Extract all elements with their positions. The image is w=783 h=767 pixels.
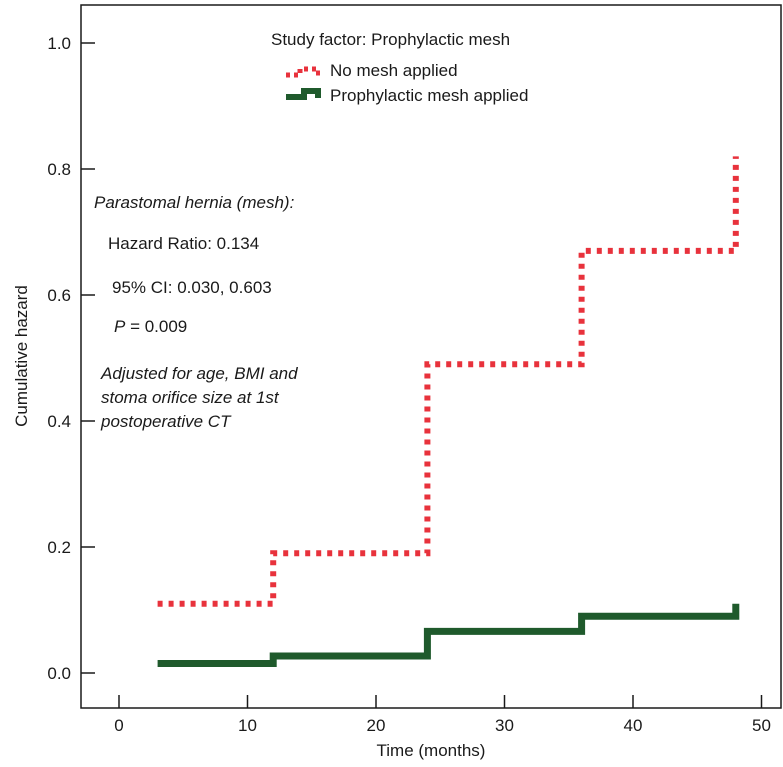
x-tick-label: 0 [114, 716, 123, 735]
annotation-ci: 95% CI: 0.030, 0.603 [112, 278, 272, 297]
annotation-p-symbol: P [114, 317, 126, 336]
legend-swatch-mesh-line [286, 88, 321, 100]
annotation-p-number: = 0.009 [125, 317, 187, 336]
legend-label-mesh: Prophylactic mesh applied [330, 86, 528, 105]
series-layer [157, 156, 740, 667]
y-axis: 0.0 0.2 0.4 0.6 0.8 1.0 [47, 34, 95, 683]
legend-title: Study factor: Prophylactic mesh [271, 30, 510, 49]
y-tick-label: 0.2 [47, 538, 71, 557]
x-tick-label: 30 [495, 716, 514, 735]
legend: Study factor: Prophylactic mesh No mesh … [271, 30, 528, 105]
series-line-no-mesh [157, 156, 739, 607]
annotation-adjusted-line-2: stoma orifice size at 1st [101, 388, 280, 407]
statistics-annotation: Parastomal hernia (mesh): Hazard Ratio: … [94, 193, 298, 431]
legend-label-no-mesh: No mesh applied [330, 61, 458, 80]
y-tick-label: 0.6 [47, 286, 71, 305]
annotation-adjusted-line-1: Adjusted for age, BMI and [100, 364, 298, 383]
series-line-mesh [157, 603, 740, 667]
x-axis: 0 10 20 30 40 50 [114, 695, 771, 735]
legend-swatch-mesh [286, 88, 321, 100]
x-tick-label: 50 [752, 716, 771, 735]
x-tick-label: 20 [367, 716, 386, 735]
plot-frame [80, 4, 782, 709]
y-tick-label: 0.4 [47, 412, 71, 431]
annotation-adjusted-line-3: postoperative CT [100, 412, 232, 431]
y-tick-label: 0.8 [47, 160, 71, 179]
legend-swatch-no-mesh-line [286, 66, 324, 78]
y-tick-label: 0.0 [47, 664, 71, 683]
legend-swatch-no-mesh [286, 66, 324, 78]
x-axis-title: Time (months) [377, 741, 486, 760]
y-tick-label: 1.0 [47, 34, 71, 53]
x-tick-label: 40 [624, 716, 643, 735]
annotation-heading: Parastomal hernia (mesh): [94, 193, 295, 212]
annotation-p-value: P = 0.009 [114, 317, 187, 336]
y-axis-title: Cumulative hazard [12, 285, 31, 427]
annotation-hazard-ratio: Hazard Ratio: 0.134 [108, 234, 259, 253]
x-tick-label: 10 [238, 716, 257, 735]
